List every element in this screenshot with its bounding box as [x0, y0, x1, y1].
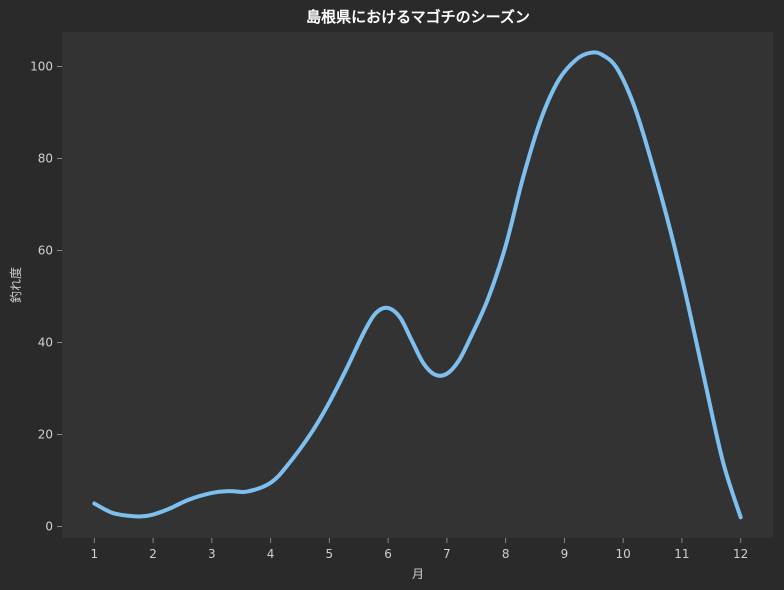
- x-tick-label: 3: [208, 547, 216, 561]
- x-tick-label: 10: [616, 547, 631, 561]
- y-axis-label: 釣れ度: [8, 267, 23, 303]
- series-line: [92, 50, 743, 520]
- y-axis: 0 20 40 60 80 100: [30, 60, 62, 534]
- y-tick-label: 80: [38, 152, 53, 166]
- x-tick-label: 11: [674, 547, 689, 561]
- x-tick-label: 6: [384, 547, 392, 561]
- x-tick-label: 8: [502, 547, 510, 561]
- y-tick-label: 100: [30, 60, 53, 74]
- x-tick-label: 5: [326, 547, 334, 561]
- x-tick-label: 7: [443, 547, 451, 561]
- x-tick-label: 1: [90, 547, 98, 561]
- x-tick-label: 4: [267, 547, 275, 561]
- x-axis-label: 月: [412, 567, 424, 581]
- y-tick-label: 60: [38, 244, 53, 258]
- plot-area: [62, 32, 773, 538]
- chart-title: 島根県におけるマゴチのシーズン: [306, 8, 530, 26]
- x-tick-label: 2: [149, 547, 157, 561]
- y-tick-label: 0: [45, 520, 53, 534]
- y-tick-label: 40: [38, 336, 53, 350]
- y-tick-label: 20: [38, 428, 53, 442]
- x-tick-label: 12: [733, 547, 748, 561]
- x-tick-label: 9: [561, 547, 569, 561]
- x-axis: 1 2 3 4 5 6 7 8 9 10 11 12: [90, 538, 748, 561]
- series-layer: [92, 50, 743, 520]
